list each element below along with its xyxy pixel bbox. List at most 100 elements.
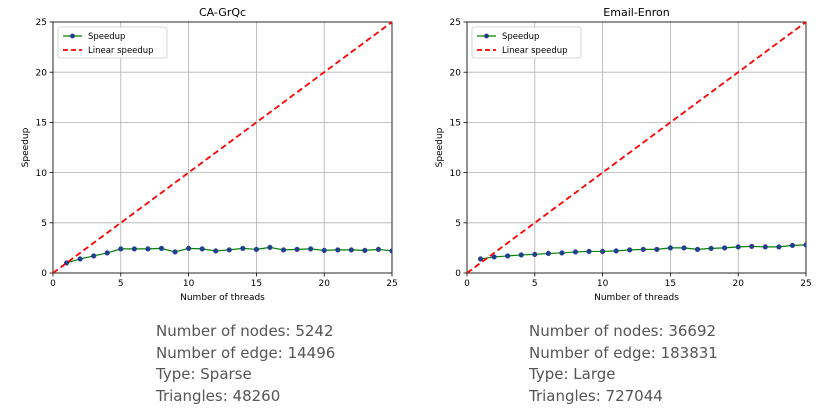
data-point <box>599 248 606 255</box>
series-line-linear-speedup <box>467 22 806 273</box>
data-point <box>118 246 124 252</box>
data-point <box>240 245 246 252</box>
data-point <box>762 244 768 250</box>
triangles-count: Triangles: 48260 <box>156 386 281 405</box>
x-tick-label: 25 <box>386 279 397 289</box>
graph-info-right: Number of nodes: 36692 Number of edge: 1… <box>529 321 718 407</box>
chart-0: 0 5 10 15 20 25 0 5 10 15 20 25 CA-GrQc Number of thr… <box>21 6 398 303</box>
data-point <box>640 246 646 253</box>
data-point <box>253 246 260 253</box>
data-point <box>362 247 368 254</box>
chart-1: 0 5 10 15 20 25 0 5 10 15 20 25 Email-Enron Number of… <box>435 6 812 303</box>
data-point <box>477 256 484 262</box>
data-point <box>654 246 660 253</box>
legend-marker <box>484 33 489 39</box>
plot-frame <box>52 21 393 274</box>
data-point <box>335 247 341 253</box>
legend-label: Speedup <box>88 32 125 42</box>
y-tick-label: 0 <box>455 269 461 279</box>
data-point <box>172 249 178 255</box>
data-point <box>586 248 592 255</box>
legend-box <box>471 26 582 59</box>
legend-label: Linear speedup <box>502 46 568 56</box>
data-point <box>267 244 273 250</box>
data-point <box>308 246 314 252</box>
data-point <box>321 247 327 254</box>
y-tick-label: 5 <box>41 219 47 229</box>
y-tick-label: 15 <box>36 119 47 129</box>
x-tick-label: 10 <box>597 279 609 289</box>
y-tick-label: 0 <box>41 269 47 279</box>
data-point <box>613 248 619 254</box>
data-point <box>375 246 382 253</box>
nodes-count: Number of nodes: 36692 <box>529 322 717 340</box>
y-tick-label: 10 <box>36 169 48 179</box>
data-point <box>518 252 524 258</box>
x-tick-label: 10 <box>183 279 195 289</box>
data-point <box>158 245 165 252</box>
x-axis-label: Number of threads <box>180 293 265 303</box>
y-tick-label: 15 <box>450 119 461 129</box>
series-line-linear-speedup <box>53 22 392 273</box>
data-point <box>572 249 579 255</box>
x-tick-label: 0 <box>464 279 470 289</box>
x-axis-label: Number of threads <box>594 293 679 303</box>
graph-type: Type: Sparse <box>156 365 252 383</box>
data-point <box>491 254 497 260</box>
y-tick-label: 20 <box>36 68 48 78</box>
y-tick-label: 5 <box>455 219 461 229</box>
data-point <box>694 246 701 253</box>
data-point <box>280 247 287 253</box>
data-point <box>545 250 551 257</box>
data-point <box>776 244 782 250</box>
x-tick-label: 5 <box>118 279 124 289</box>
legend-box <box>57 26 168 59</box>
data-point <box>722 245 728 251</box>
triangles-count: Triangles: 727044 <box>529 386 663 405</box>
data-point <box>505 253 511 259</box>
data-point <box>131 246 137 252</box>
x-tick-label: 20 <box>732 279 744 289</box>
data-layer <box>53 22 392 273</box>
y-axis-label: Speedup <box>21 127 31 167</box>
data-point <box>199 246 205 252</box>
data-point <box>186 245 192 252</box>
data-point <box>91 253 97 259</box>
y-axis-label: Speedup <box>435 127 445 167</box>
x-tick-label: 0 <box>50 279 56 289</box>
x-tick-label: 15 <box>665 279 676 289</box>
x-tick-label: 15 <box>251 279 262 289</box>
y-tick-label: 10 <box>450 169 462 179</box>
data-point <box>803 242 806 248</box>
data-point <box>735 244 741 250</box>
data-point <box>559 250 565 256</box>
data-point <box>104 250 110 256</box>
y-tick-label: 25 <box>450 18 461 28</box>
data-point <box>789 242 796 248</box>
data-point <box>294 246 300 253</box>
data-point <box>213 248 219 254</box>
data-point <box>145 246 151 252</box>
data-layer <box>467 22 806 273</box>
legend-marker <box>70 33 75 39</box>
graph-type: Type: Large <box>529 365 616 383</box>
data-point <box>749 243 755 249</box>
data-point <box>532 251 538 258</box>
data-point <box>627 247 633 253</box>
y-tick-label: 25 <box>36 18 47 28</box>
legend-label: Speedup <box>502 32 539 42</box>
nodes-count: Number of nodes: 5242 <box>156 322 334 340</box>
data-point <box>77 256 83 262</box>
x-tick-label: 5 <box>532 279 538 289</box>
x-tick-label: 25 <box>800 279 811 289</box>
legend-label: Linear speedup <box>88 46 154 56</box>
data-point <box>708 245 714 252</box>
data-point <box>348 247 354 253</box>
data-point <box>667 245 674 251</box>
edges-count: Number of edge: 183831 <box>529 343 718 362</box>
plot-frame <box>466 21 807 274</box>
y-tick-label: 20 <box>450 68 462 78</box>
charts-canvas: 0 5 10 15 20 25 0 5 10 15 20 25 CA-GrQc Number of thr… <box>21 6 812 303</box>
edges-count: Number of edge: 14496 <box>156 343 336 362</box>
data-point <box>681 245 687 251</box>
